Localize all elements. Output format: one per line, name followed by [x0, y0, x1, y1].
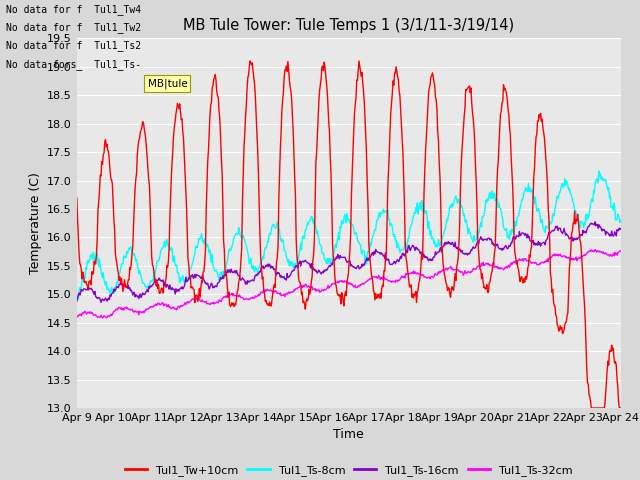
Text: No data for f  Tul1_Tw2: No data for f Tul1_Tw2 — [6, 22, 141, 33]
Text: No data fors_  Tul1_Ts-: No data fors_ Tul1_Ts- — [6, 59, 141, 70]
Y-axis label: Temperature (C): Temperature (C) — [29, 172, 42, 274]
Text: No data for f  Tul1_Ts2: No data for f Tul1_Ts2 — [6, 40, 141, 51]
X-axis label: Time: Time — [333, 429, 364, 442]
Text: MB|tule: MB|tule — [147, 78, 188, 89]
Title: MB Tule Tower: Tule Temps 1 (3/1/11-3/19/14): MB Tule Tower: Tule Temps 1 (3/1/11-3/19… — [183, 18, 515, 33]
Text: No data for f  Tul1_Tw4: No data for f Tul1_Tw4 — [6, 4, 141, 15]
Legend: Tul1_Tw+10cm, Tul1_Ts-8cm, Tul1_Ts-16cm, Tul1_Ts-32cm: Tul1_Tw+10cm, Tul1_Ts-8cm, Tul1_Ts-16cm,… — [121, 460, 577, 480]
